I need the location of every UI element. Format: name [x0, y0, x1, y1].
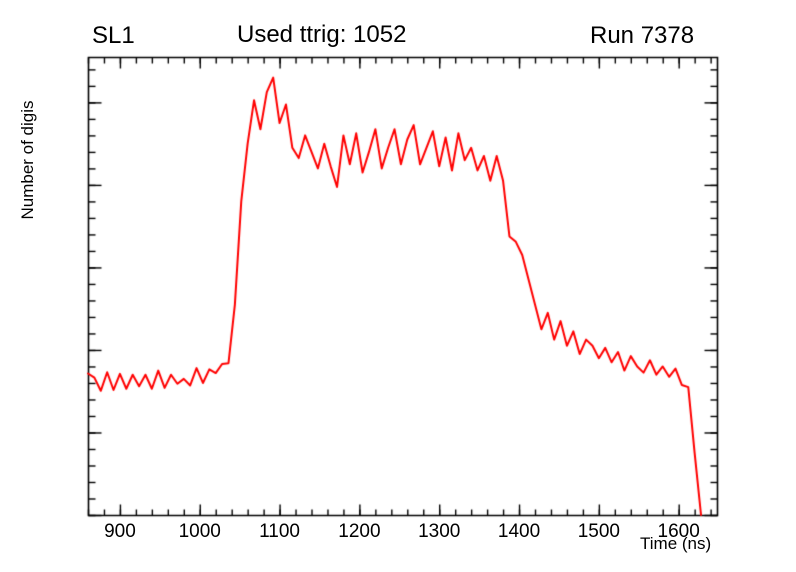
pad-label: SL1	[92, 22, 135, 49]
x-tick-label: 900	[104, 521, 136, 542]
x-tick-label: 1200	[338, 521, 381, 542]
x-tick-label: 1100	[259, 521, 300, 542]
x-tick-label: 1000	[178, 521, 221, 542]
x-tick-label: 1600	[657, 521, 700, 542]
page-title: Used ttrig: 1052	[237, 21, 407, 48]
run-label: Run 7378	[590, 22, 695, 49]
x-tick-label: 1300	[418, 521, 461, 542]
x-tick-label: 1400	[497, 521, 541, 542]
x-axis-title: Time (ns)	[640, 534, 712, 553]
x-tick-label: 1500	[577, 521, 620, 542]
